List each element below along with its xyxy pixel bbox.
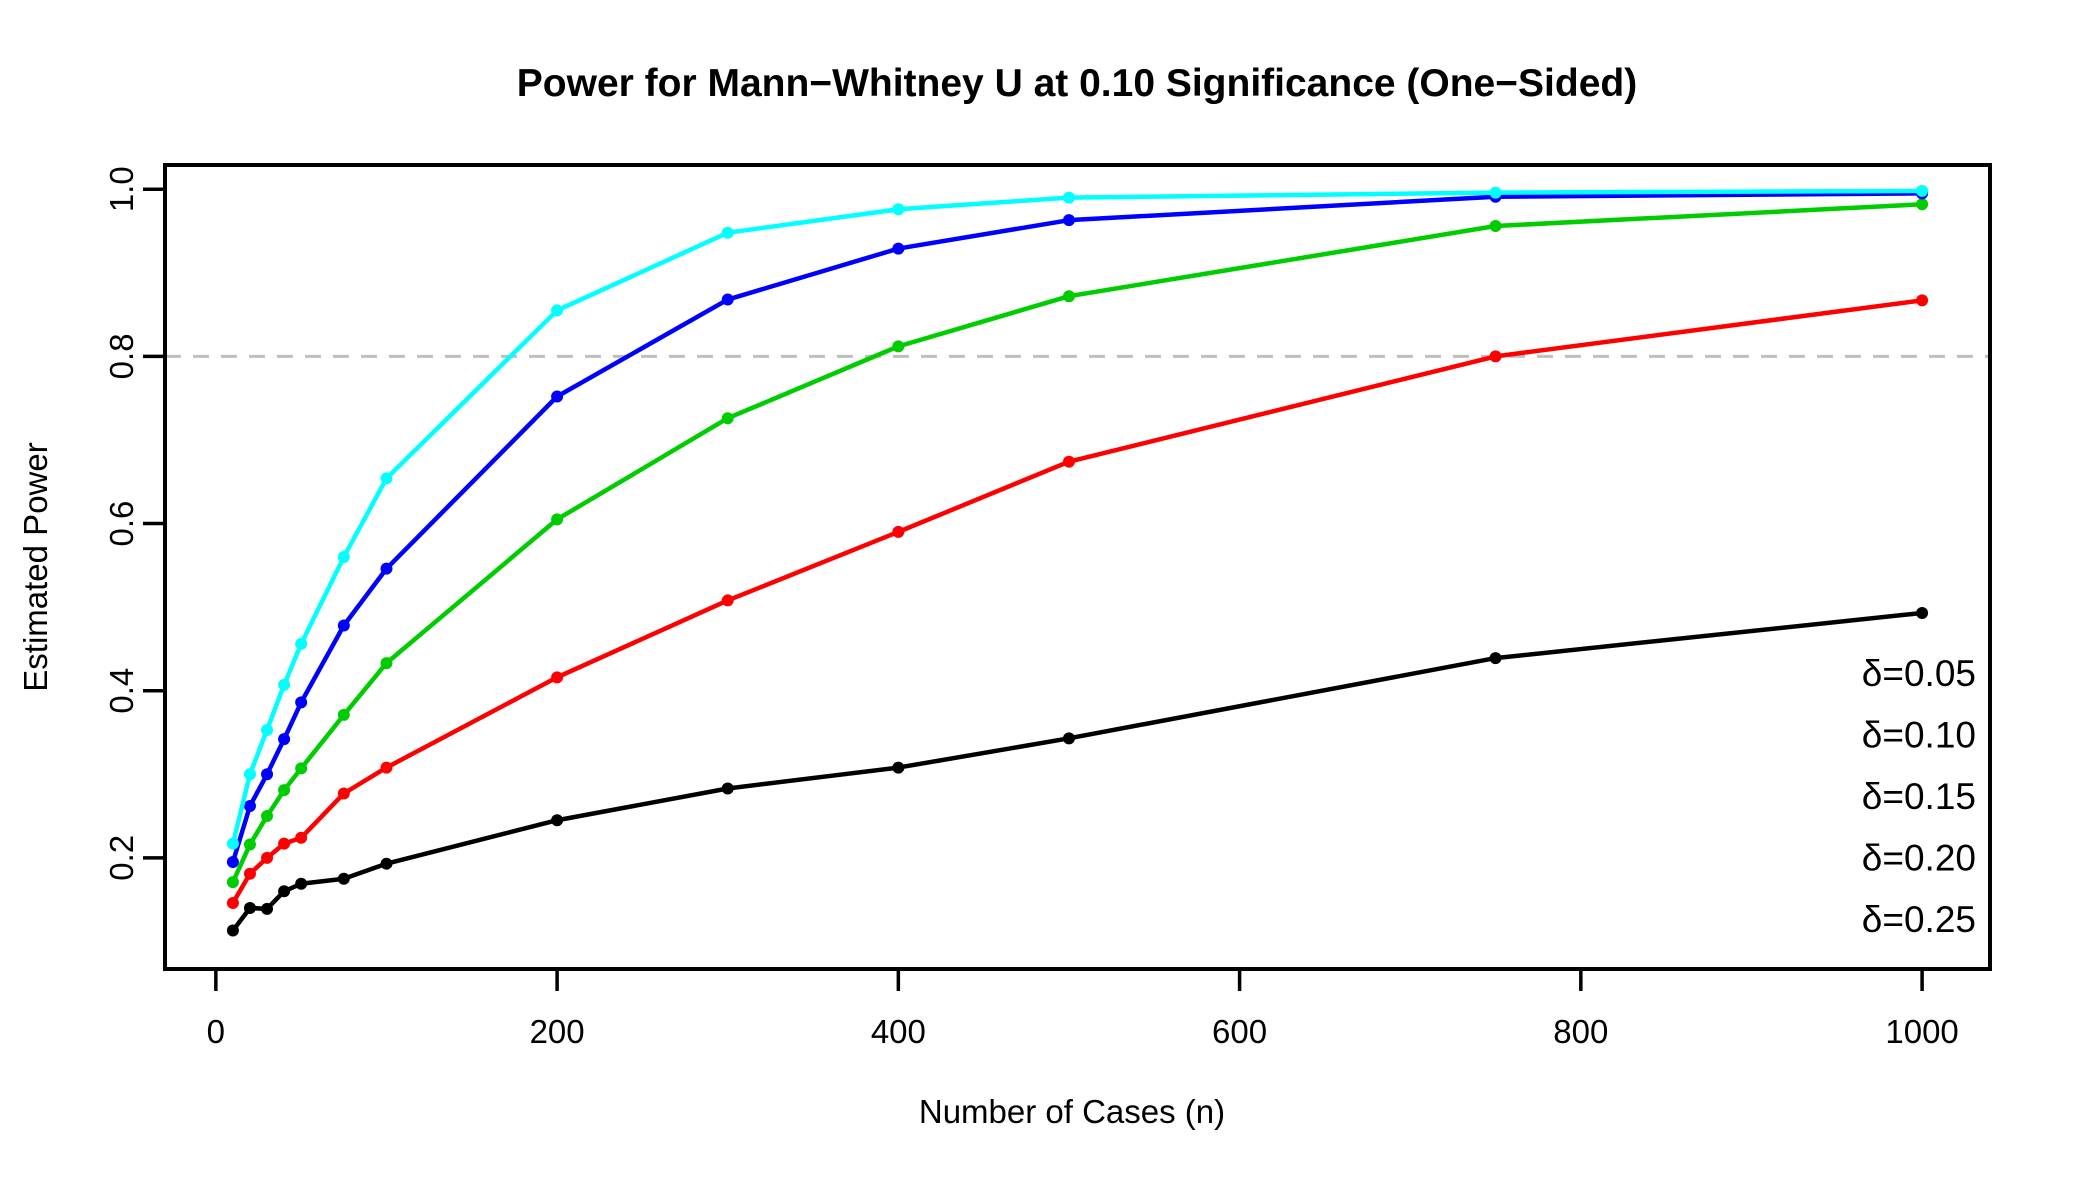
data-point <box>1916 606 1929 619</box>
legend-entry: δ=0.10 <box>1862 715 1976 756</box>
data-point <box>892 203 905 216</box>
data-point <box>1916 198 1929 211</box>
data-point <box>337 550 350 563</box>
data-point <box>243 901 256 914</box>
data-point <box>261 723 274 736</box>
series-delta-0.10 <box>226 294 1929 909</box>
y-tick-label: 1.0 <box>103 166 140 212</box>
data-point <box>721 412 734 425</box>
data-point <box>1062 191 1075 204</box>
series-line <box>230 298 1923 905</box>
data-point <box>337 708 350 721</box>
x-axis: 0 200 400 600 800 1000 <box>207 969 1959 1050</box>
data-point <box>226 856 239 869</box>
x-tick-label: 200 <box>530 1013 585 1050</box>
data-point <box>337 872 350 885</box>
data-point <box>278 837 291 850</box>
data-point <box>721 293 734 306</box>
data-point <box>1062 290 1075 303</box>
data-point <box>551 390 564 403</box>
data-point <box>278 784 291 797</box>
series-delta-0.25 <box>226 184 1929 850</box>
series-delta-0.20 <box>226 187 1929 869</box>
data-point <box>226 876 239 889</box>
data-point <box>295 762 308 775</box>
data-point <box>1916 184 1929 197</box>
data-point <box>337 619 350 632</box>
series-delta-0.15 <box>226 198 1929 889</box>
data-point <box>551 814 564 827</box>
x-tick-label: 800 <box>1553 1013 1608 1050</box>
data-point <box>380 657 393 670</box>
data-point <box>261 768 274 781</box>
data-point <box>721 594 734 607</box>
data-point <box>892 761 905 774</box>
x-tick-label: 400 <box>871 1013 926 1050</box>
data-point <box>243 838 256 851</box>
y-tick-label: 0.2 <box>103 835 140 881</box>
legend-entry: δ=0.15 <box>1862 776 1976 817</box>
data-point <box>226 896 239 909</box>
data-point <box>261 851 274 864</box>
data-point <box>261 810 274 823</box>
data-point <box>380 472 393 485</box>
data-point <box>721 782 734 795</box>
data-point <box>1062 732 1075 745</box>
plot-area <box>165 184 1990 937</box>
series-line <box>230 202 1923 884</box>
data-point <box>1489 652 1502 665</box>
data-point <box>278 678 291 691</box>
series-line <box>231 610 1923 932</box>
data-point <box>1062 455 1075 468</box>
data-point <box>551 304 564 317</box>
data-point <box>243 867 256 880</box>
data-point <box>892 242 905 255</box>
legend-entry: δ=0.25 <box>1862 899 1976 940</box>
data-point <box>380 761 393 774</box>
data-point <box>226 837 239 850</box>
plot-border-box <box>163 163 1992 971</box>
x-tick-label: 1000 <box>1885 1013 1958 1050</box>
x-tick-label: 600 <box>1212 1013 1267 1050</box>
legend-entry: δ=0.20 <box>1862 838 1976 879</box>
data-point <box>295 877 308 890</box>
data-point <box>261 902 274 915</box>
y-tick-label: 0.8 <box>103 333 140 379</box>
data-point <box>295 696 308 709</box>
series-line <box>230 188 1923 845</box>
data-point <box>243 800 256 813</box>
data-point <box>892 340 905 353</box>
series-delta-0.05 <box>226 606 1929 937</box>
data-point <box>1489 350 1502 363</box>
chart-title: Power for Mann−Whitney U at 0.10 Signifi… <box>517 62 1637 105</box>
data-point <box>551 513 564 526</box>
data-point <box>721 226 734 239</box>
data-point <box>1489 220 1502 233</box>
legend-entry: δ=0.05 <box>1862 653 1976 694</box>
chart-legend: δ=0.05 δ=0.10 δ=0.15 δ=0.20 δ=0.25 <box>1862 653 1976 940</box>
data-point <box>278 885 291 898</box>
y-axis-title: Estimated Power <box>17 442 54 691</box>
data-point <box>1916 294 1929 307</box>
data-point <box>380 562 393 575</box>
data-point <box>1489 186 1502 199</box>
data-point <box>226 924 239 937</box>
x-tick-label: 0 <box>207 1013 225 1050</box>
y-axis: 0.2 0.4 0.6 0.8 1.0 <box>103 166 165 881</box>
data-point <box>551 671 564 684</box>
y-tick-label: 0.6 <box>103 501 140 547</box>
y-tick-label: 0.4 <box>103 668 140 714</box>
data-point <box>295 831 308 844</box>
data-point <box>337 787 350 800</box>
data-point <box>1062 214 1075 227</box>
data-point <box>278 733 291 746</box>
data-point <box>243 768 256 781</box>
data-point <box>892 525 905 538</box>
data-point <box>380 857 393 870</box>
x-axis-title: Number of Cases (n) <box>919 1093 1225 1130</box>
data-point <box>295 637 308 650</box>
